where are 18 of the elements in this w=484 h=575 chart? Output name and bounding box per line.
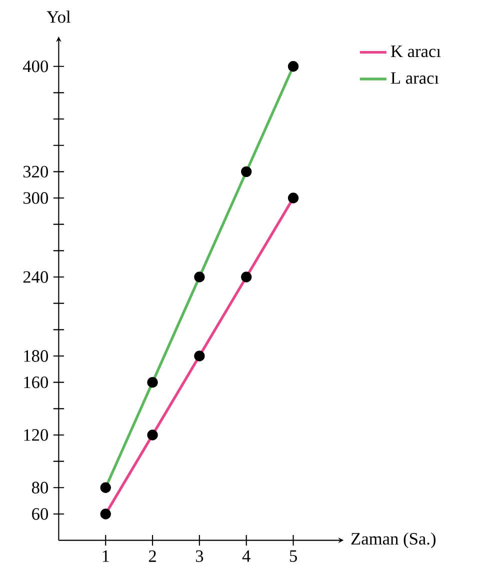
y-tick-label: 240 [23, 271, 48, 283]
x-tick-label: 5 [290, 550, 297, 562]
y-tick-label: 180 [24, 350, 48, 362]
y-tick-label: 60 [32, 508, 48, 520]
legend-label: L aracı [390, 72, 439, 84]
y-tick-label: 80 [32, 482, 48, 494]
y-tick-label: 120 [24, 429, 48, 441]
y-tick-label: 160 [24, 376, 48, 388]
y-tick-label: 320 [23, 166, 48, 178]
x-tick-label: 2 [148, 550, 156, 562]
x-tick-label: 1 [102, 550, 109, 562]
y-tick-label: 300 [23, 192, 48, 204]
x-tick-label: 3 [196, 550, 203, 562]
y-tick-label: 400 [22, 60, 48, 72]
y-axis-title: Yol [46, 10, 70, 23]
x-tick-label: 4 [242, 550, 250, 562]
x-axis-title: Zaman (Sa.) [351, 532, 436, 548]
legend-label: K aracı [390, 46, 441, 58]
